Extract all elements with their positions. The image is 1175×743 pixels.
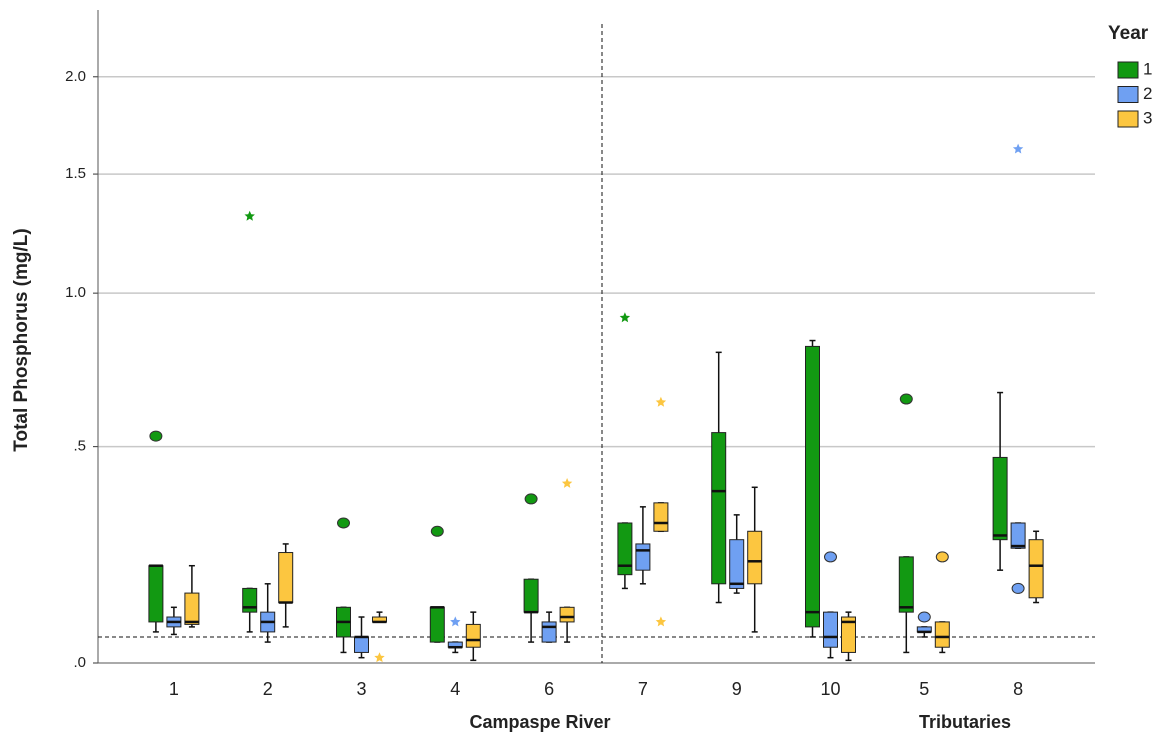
box: [635, 543, 651, 571]
x-tick-label: 5: [919, 679, 929, 699]
legend-swatch: [1117, 86, 1139, 103]
x-tick-label: 10: [820, 679, 840, 699]
box: [1028, 539, 1044, 599]
box: [523, 578, 539, 613]
y-tick-label: 1.5: [65, 165, 86, 182]
legend-swatch: [1117, 110, 1139, 128]
x-tick-label: 3: [356, 679, 366, 699]
box: [992, 456, 1008, 541]
y-tick-label: 1.0: [65, 284, 86, 301]
outlier: [824, 551, 837, 563]
x-tick-label: 8: [1013, 679, 1023, 699]
legend-swatch: [1117, 61, 1139, 79]
outlier: [917, 611, 931, 623]
extreme: [450, 616, 461, 627]
box: [429, 606, 445, 643]
x-tick-label: 6: [544, 679, 554, 699]
group-label: Campaspe River: [469, 712, 610, 732]
box: [898, 556, 914, 613]
box: [559, 606, 575, 623]
y-tick-label: 2.0: [65, 68, 86, 85]
outlier: [899, 393, 913, 405]
box: [805, 345, 820, 628]
box: [841, 616, 856, 653]
y-tick-label: .5: [73, 438, 86, 455]
extreme: [655, 616, 667, 627]
outlier: [337, 517, 350, 529]
box: [148, 565, 164, 623]
y-tick-label: .0: [73, 654, 86, 671]
outlier: [524, 493, 538, 505]
box: [617, 522, 633, 576]
box: [541, 621, 557, 643]
box: [242, 587, 258, 613]
x-tick-label: 9: [732, 679, 742, 699]
box: [934, 621, 950, 648]
box: [354, 636, 369, 653]
group-label: Tributaries: [919, 712, 1011, 732]
box: [465, 623, 481, 648]
legend-title: Year: [1108, 23, 1149, 44]
box: [747, 530, 763, 585]
extreme: [655, 396, 667, 407]
box: [711, 432, 727, 585]
x-tick-label: 2: [263, 679, 273, 699]
y-axis-label: Total Phosphorus (mg/L): [11, 228, 32, 451]
legend-label: 3: [1143, 108, 1152, 127]
box: [1010, 522, 1026, 549]
box: [278, 552, 294, 604]
outlier: [430, 525, 444, 537]
extreme: [619, 312, 631, 323]
box: [823, 611, 838, 648]
outlier: [149, 430, 163, 442]
box: [184, 592, 200, 625]
extreme: [1012, 143, 1024, 154]
x-tick-label: 4: [450, 679, 460, 699]
extreme: [561, 478, 573, 488]
outlier: [935, 551, 949, 563]
legend-label: 2: [1143, 84, 1152, 103]
x-tick-label: 1: [169, 679, 179, 699]
box: [653, 502, 669, 532]
legend-label: 1: [1143, 59, 1152, 78]
outlier: [1011, 582, 1025, 594]
x-tick-label: 7: [638, 679, 648, 699]
extreme: [374, 652, 385, 663]
box: [729, 539, 745, 589]
extreme: [244, 210, 255, 221]
